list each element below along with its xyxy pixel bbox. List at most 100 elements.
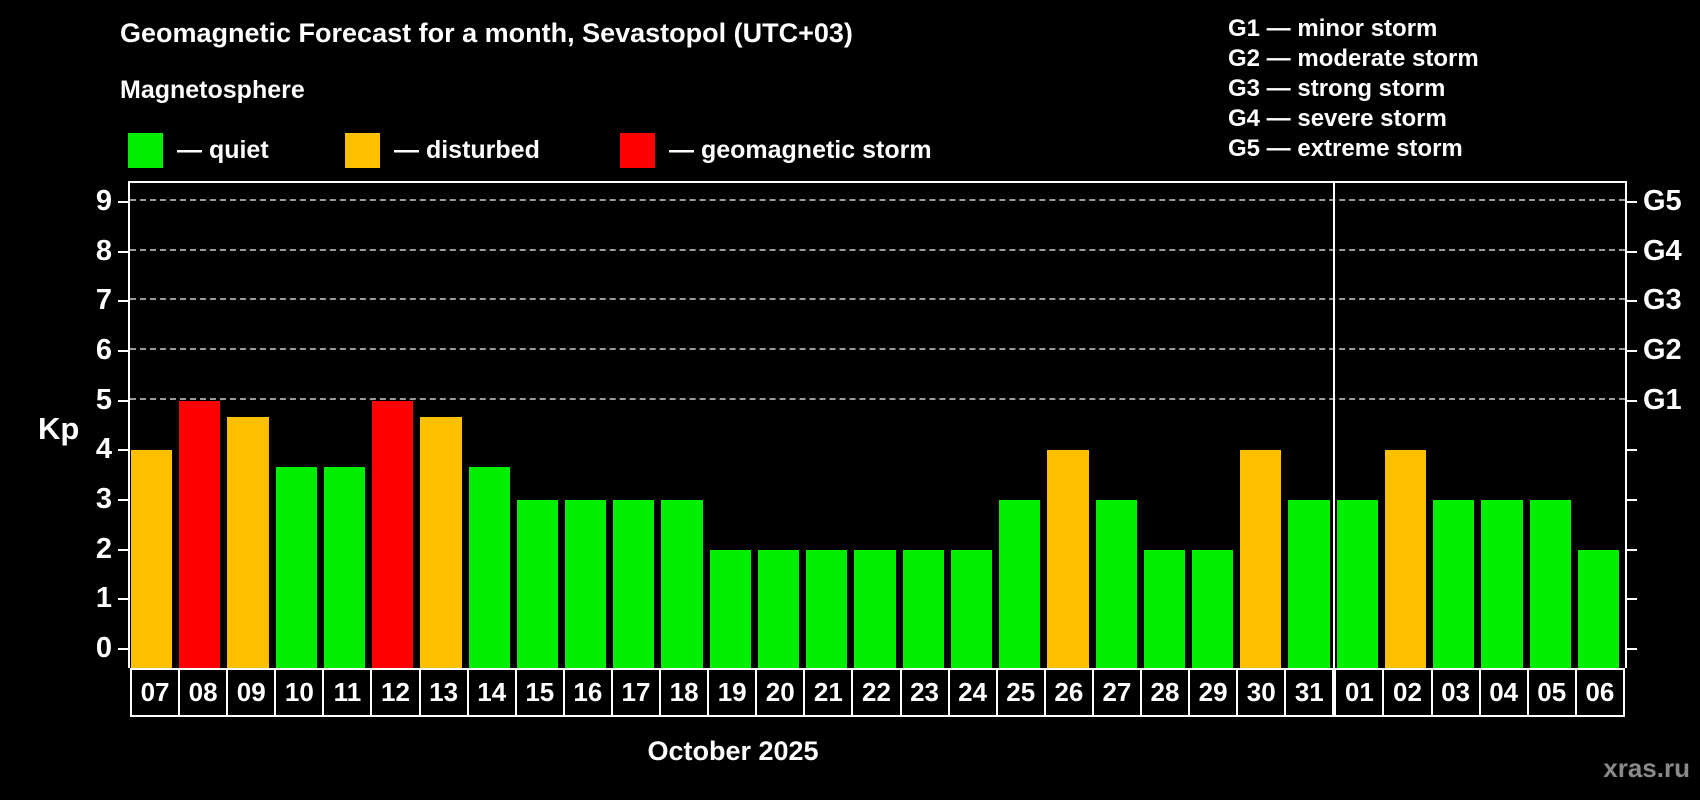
x-axis-day-cell-29: 29: [1190, 670, 1239, 715]
y-axis-tick-left: [118, 648, 130, 650]
legend-label-storm: — geomagnetic storm: [669, 136, 932, 164]
watermark: xras.ru: [1603, 753, 1690, 783]
kp-bar-day-13: [420, 417, 462, 668]
kp-bar-day-22: [854, 549, 896, 668]
y-axis-tick-left: [118, 548, 130, 551]
kp-bar-day-19: [709, 549, 751, 668]
x-axis-title: October 2025: [647, 736, 819, 766]
kp-bar-day-11: [323, 466, 366, 668]
kp-bar-day-28: [1143, 549, 1185, 668]
y-axis-tick-left: [118, 498, 130, 501]
y-axis-tick-right: [1625, 399, 1637, 402]
kp-bar-day-25: [999, 500, 1041, 668]
y-axis-tick-left: [118, 399, 130, 402]
y-axis-tick-left: [118, 300, 130, 303]
x-axis-day-cell-09: 09: [228, 670, 277, 715]
y-axis-tick-right: [1625, 200, 1637, 203]
kp-bar-day-15: [516, 500, 559, 668]
x-axis-day-cell-24: 24: [950, 670, 998, 715]
kp-bar-day-30: [1240, 450, 1282, 668]
x-axis-day-cell-23: 23: [902, 670, 950, 715]
g-scale-legend-item-g5: G5 — extreme storm: [1228, 135, 1463, 162]
kp-bar-day-16: [565, 500, 607, 668]
g-scale-legend-item-g3: G3 — strong storm: [1228, 75, 1446, 102]
y-axis-tick-label: 8: [95, 234, 112, 267]
kp-bar-day-31: [1288, 500, 1330, 668]
y-axis-tick-right: [1625, 548, 1637, 551]
gridline-kp7: [130, 298, 1625, 301]
kp-bar-day-03: [1433, 500, 1475, 668]
y-axis-tick-left: [118, 250, 130, 253]
x-axis-day-cell-03: 03: [1433, 670, 1481, 715]
x-axis-day-cell-26: 26: [1046, 670, 1094, 715]
y-axis-tick-label: 1: [95, 582, 112, 615]
kp-bar-day-04: [1481, 500, 1523, 668]
x-axis-day-cell-15: 15: [517, 670, 565, 715]
x-axis-day-cell-31: 31: [1286, 670, 1335, 715]
g-scale-axis-label-g2: G2: [1643, 333, 1682, 366]
y-axis-tick-label: 9: [95, 184, 112, 217]
month-separator-line: [1332, 183, 1335, 668]
x-axis-day-cell-17: 17: [613, 670, 662, 715]
x-axis-day-row: 07 08 09 10 11 12 13 14 15 16 17 18 19 20 21 22 23 24 25 26…: [130, 668, 1625, 717]
y-axis-tick-right: [1625, 449, 1637, 452]
y-axis-tick-left: [118, 598, 130, 601]
y-axis-tick-label: 6: [95, 333, 112, 366]
x-axis-day-cell-16: 16: [565, 670, 613, 715]
kp-bar-day-23: [902, 549, 944, 668]
x-axis-day-cell-10: 10: [276, 670, 325, 715]
kp-bar-day-14: [468, 466, 510, 668]
kp-bar-day-06: [1577, 549, 1619, 668]
x-axis-day-cell-21: 21: [805, 670, 854, 715]
y-axis-tick-label: 4: [95, 433, 112, 466]
legend-item-quiet: — quiet: [128, 133, 269, 168]
x-axis-day-cell-08: 08: [180, 670, 229, 715]
legend-item-storm: — geomagnetic storm: [620, 133, 932, 168]
y-axis-tick-left: [118, 349, 130, 352]
kp-bar-day-21: [806, 549, 848, 668]
y-axis-tick-label: 2: [95, 532, 112, 565]
y-axis-tick-label: 5: [95, 383, 112, 416]
x-axis-day-cell-07: 07: [132, 670, 181, 715]
gridline-kp8: [130, 248, 1625, 251]
y-axis-tick-left: [118, 200, 130, 203]
y-axis-tick-label: 3: [95, 482, 112, 515]
x-axis-day-cell-01: 01: [1334, 670, 1385, 715]
kp-bar-day-02: [1384, 450, 1427, 668]
kp-bar-day-09: [227, 417, 269, 668]
x-axis-day-cell-28: 28: [1142, 670, 1191, 715]
kp-bar-day-29: [1191, 549, 1234, 668]
g-scale-legend-item-g1: G1 — minor storm: [1228, 15, 1438, 42]
gridline-kp9: [130, 198, 1625, 201]
g-scale-axis-label-g4: G4: [1643, 234, 1682, 267]
kp-bar-day-24: [950, 549, 993, 668]
y-axis-tick-right: [1625, 648, 1637, 650]
legend-label-disturbed: — disturbed: [394, 136, 540, 164]
y-axis-tick-right: [1625, 300, 1637, 303]
x-axis-day-cell-13: 13: [421, 670, 469, 715]
kp-bar-day-12: [372, 400, 414, 668]
kp-bar-day-10: [275, 466, 317, 668]
x-axis-day-cell-30: 30: [1238, 670, 1287, 715]
x-axis-day-cell-18: 18: [661, 670, 710, 715]
disturbed-color-swatch-icon: [345, 133, 380, 168]
kp-bar-day-20: [757, 549, 800, 668]
g-scale-axis-label-g5: G5: [1643, 184, 1682, 217]
y-axis-tick-right: [1625, 349, 1637, 352]
kp-bar-day-05: [1529, 500, 1571, 668]
storm-color-swatch-icon: [620, 133, 655, 168]
y-axis-tick-right: [1625, 250, 1637, 253]
g-scale-legend-item-g2: G2 — moderate storm: [1228, 45, 1479, 72]
y-axis-tick-label: 7: [95, 284, 112, 317]
page-title: Geomagnetic Forecast for a month, Sevast…: [120, 18, 853, 48]
quiet-color-swatch-icon: [128, 133, 163, 168]
x-axis-day-cell-12: 12: [372, 670, 421, 715]
kp-bar-day-07: [131, 450, 173, 668]
g-scale-axis-label-g1: G1: [1643, 383, 1682, 416]
y-axis-title: Kp: [38, 411, 80, 446]
kp-bar-day-08: [179, 400, 221, 668]
kp-bar-day-27: [1095, 500, 1137, 668]
x-axis-day-cell-06: 06: [1585, 677, 1615, 707]
kp-bar-day-01: [1336, 500, 1378, 668]
